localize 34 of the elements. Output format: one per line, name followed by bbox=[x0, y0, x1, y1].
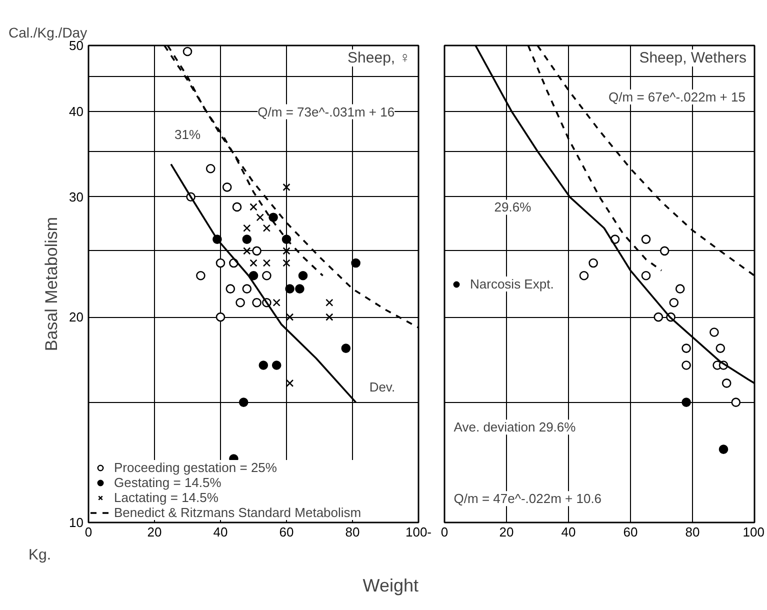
x-tick-label: 100- bbox=[405, 524, 432, 540]
x-tick-label: 80 bbox=[685, 524, 700, 540]
annotation: Q/m = 47e^-.022m + 10.6 bbox=[454, 491, 602, 506]
annotation: Q/m = 73e^-.031m + 16 bbox=[258, 104, 395, 120]
y-tick-label: 30 bbox=[69, 189, 84, 204]
annotation: Dev. bbox=[369, 380, 396, 395]
x-tick-label: 40 bbox=[213, 524, 228, 540]
x-tick-label: 100 bbox=[742, 524, 765, 540]
annotation: Q/m = 67e^-.022m + 15 bbox=[608, 90, 746, 105]
x-tick-label: 20 bbox=[499, 524, 514, 540]
x-tick-label: 60 bbox=[623, 524, 638, 540]
x-tick-label: 0 bbox=[440, 524, 448, 540]
annotation: 31% bbox=[174, 127, 201, 142]
legend-label: Gestating = 14.5% bbox=[114, 475, 222, 490]
legend-label: Lactating = 14.5% bbox=[114, 490, 218, 505]
y-tick-label: 20 bbox=[69, 310, 84, 325]
legend-label: Proceeding gestation = 25% bbox=[114, 460, 277, 475]
y-tick-label: 40 bbox=[69, 104, 84, 120]
x-tick-label: 80 bbox=[345, 524, 360, 540]
x-tick-label: 40 bbox=[561, 524, 576, 540]
y-axis-title: Basal Metabolism bbox=[42, 216, 62, 352]
annotation: Ave. deviation 29.6% bbox=[454, 420, 576, 435]
chart-title: Sheep, Wethers bbox=[639, 50, 747, 66]
legend-label: Benedict & Ritzmans Standard Metabolism bbox=[114, 505, 362, 520]
x-tick-label: 0 bbox=[84, 524, 92, 540]
text: Kg. bbox=[28, 546, 52, 564]
x-tick-label: 20 bbox=[147, 524, 162, 540]
x-tick-label: 60 bbox=[279, 524, 294, 540]
x-axis-title: Weight bbox=[362, 576, 419, 596]
legend-label: Narcosis Expt. bbox=[470, 276, 554, 291]
chart-subtitle: Cal./Kg./Day bbox=[8, 24, 88, 40]
y-tick-label: 10 bbox=[69, 515, 84, 530]
annotation: 29.6% bbox=[494, 200, 532, 215]
chart-title: Sheep, ♀ bbox=[348, 50, 411, 66]
